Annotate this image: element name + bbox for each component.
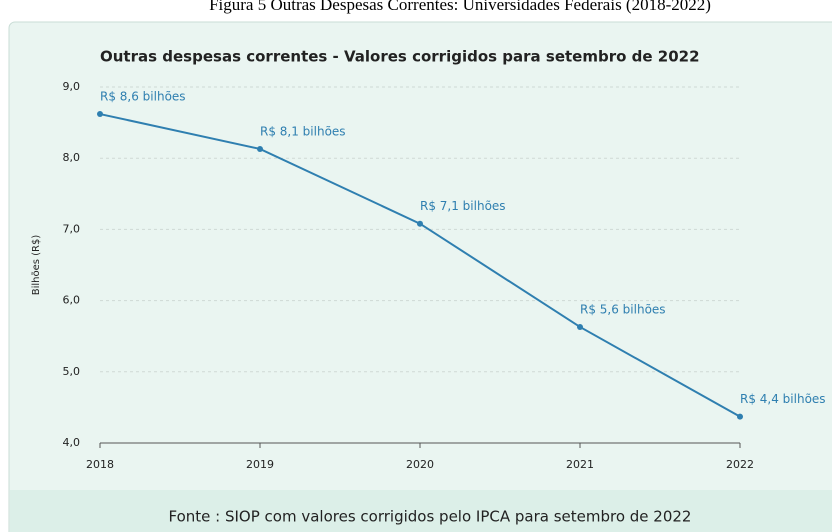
y-tick-label: 9,0 (63, 80, 81, 93)
y-axis-label: Bilhões (R$) (31, 235, 42, 296)
y-tick-label: 6,0 (63, 294, 81, 307)
y-tick-label: 5,0 (63, 365, 81, 378)
data-point (97, 111, 103, 118)
data-label: R$ 5,6 bilhões (580, 302, 666, 316)
data-point (577, 323, 583, 330)
y-tick-label: 8,0 (63, 151, 81, 164)
data-point (737, 413, 743, 420)
x-tick-label: 2019 (246, 458, 274, 471)
chart-title: Outras despesas correntes - Valores corr… (100, 48, 700, 66)
x-tick-label: 2018 (86, 458, 114, 471)
data-label: R$ 4,4 bilhões (740, 392, 826, 406)
figure-caption: Figura 5 Outras Despesas Correntes: Univ… (209, 0, 711, 14)
y-tick-label: 7,0 (63, 222, 81, 235)
x-tick-label: 2022 (726, 458, 754, 471)
y-tick-label: 4,0 (63, 436, 81, 449)
x-tick-label: 2020 (406, 458, 434, 471)
data-label: R$ 8,1 bilhões (260, 124, 346, 138)
data-label: R$ 8,6 bilhões (100, 90, 186, 104)
data-label: R$ 7,1 bilhões (420, 199, 506, 213)
chart-panel (8, 21, 832, 532)
x-tick-label: 2021 (566, 458, 594, 471)
data-point (257, 145, 263, 152)
footer-band (10, 490, 832, 532)
data-point (417, 220, 423, 227)
source-note: Fonte : SIOP com valores corrigidos pelo… (169, 508, 692, 526)
